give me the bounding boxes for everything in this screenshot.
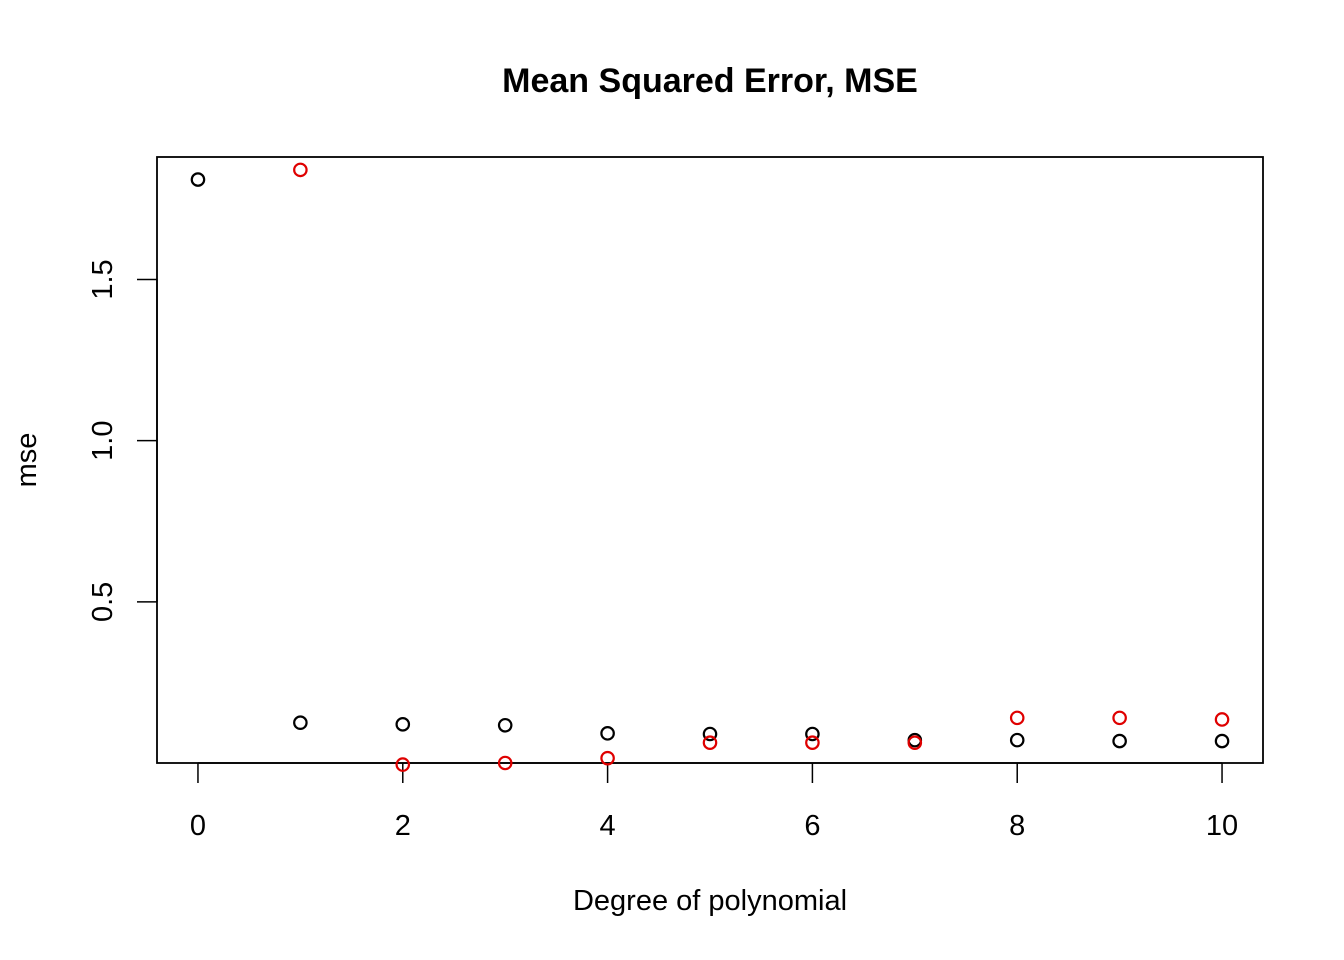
chart-title: Mean Squared Error, MSE — [502, 62, 918, 100]
data-point — [702, 726, 718, 742]
data-point — [293, 715, 308, 731]
data-point — [702, 735, 718, 750]
data-point — [497, 717, 513, 733]
data-point — [600, 750, 615, 766]
data-point — [805, 735, 820, 750]
data-point — [497, 755, 513, 771]
y-axis-label: mse — [11, 433, 43, 488]
data-point — [805, 726, 820, 742]
x-tick-label: 10 — [1206, 810, 1238, 842]
data-point — [600, 726, 615, 741]
x-axis: 0 2 4 6 8 10 — [190, 762, 1238, 842]
x-tick-label: 0 — [190, 810, 206, 842]
x-axis-label: Degree of polynomial — [573, 885, 847, 917]
data-point — [1214, 712, 1230, 727]
y-axis: 0.5 1.0 1.5 — [87, 259, 158, 622]
data-point — [1009, 732, 1025, 748]
y-tick-label: 1.5 — [87, 259, 119, 299]
x-tick-label: 4 — [600, 810, 616, 842]
x-tick-label: 6 — [804, 810, 820, 842]
y-tick-label: 1.0 — [87, 420, 119, 460]
data-point — [190, 172, 206, 187]
x-tick-label: 2 — [395, 810, 411, 842]
data-point — [293, 162, 308, 178]
data-point — [395, 757, 411, 772]
data-point — [1009, 710, 1025, 726]
data-point — [395, 717, 411, 732]
y-tick-label: 0.5 — [87, 582, 119, 622]
plot-area-border — [156, 156, 1264, 764]
data-point — [1214, 733, 1230, 749]
x-tick-label: 8 — [1009, 810, 1025, 842]
data-point — [907, 735, 923, 750]
data-point — [1112, 710, 1127, 726]
series-1 — [190, 172, 1230, 749]
series-2 — [293, 162, 1230, 772]
data-point — [1112, 733, 1127, 749]
data-points — [190, 162, 1230, 772]
